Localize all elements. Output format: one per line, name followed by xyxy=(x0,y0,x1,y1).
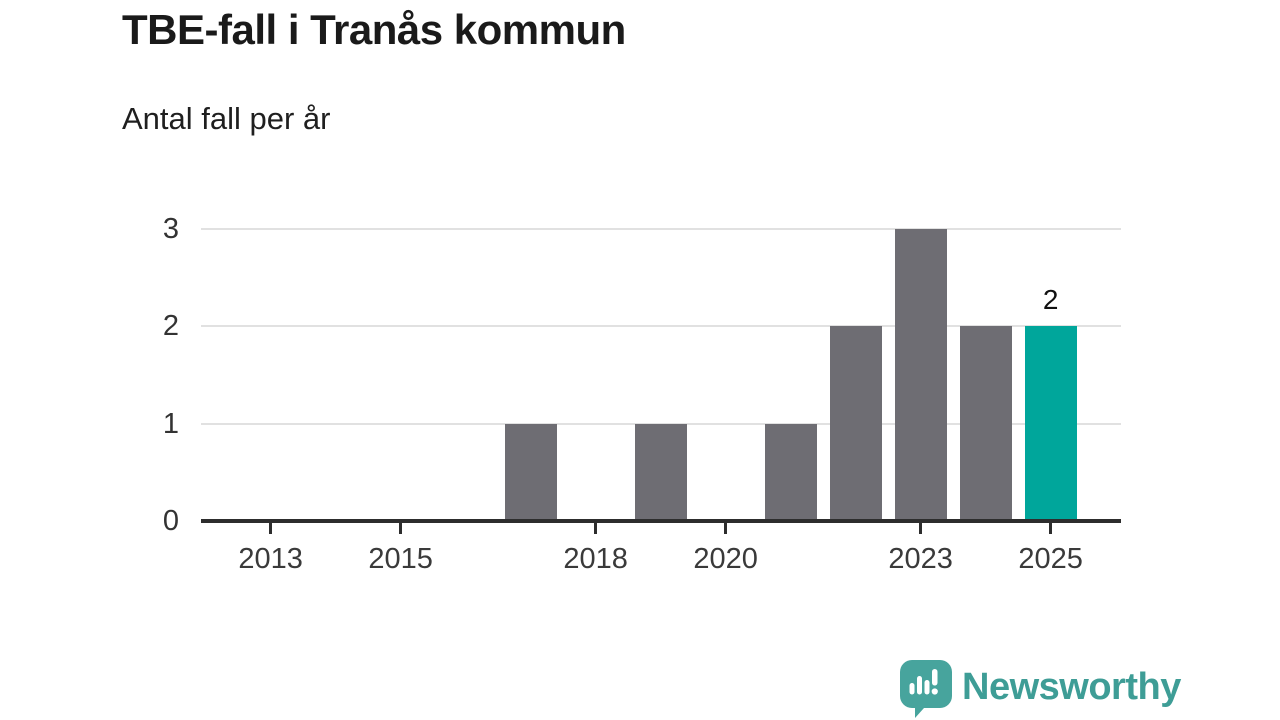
x-tick-2020 xyxy=(724,523,728,534)
bar-2023 xyxy=(894,229,947,521)
bar-2017 xyxy=(504,423,557,521)
x-axis-label-2023: 2023 xyxy=(888,543,953,575)
x-tick-2015 xyxy=(399,523,403,534)
x-axis-label-2020: 2020 xyxy=(693,543,758,575)
bar-2025-highlighted xyxy=(1024,326,1077,521)
gridline-y-2 xyxy=(201,325,1121,328)
y-axis-label-3: 3 xyxy=(162,213,179,245)
bar-2021 xyxy=(764,423,817,521)
x-tick-2025 xyxy=(1049,523,1053,534)
x-axis-label-2013: 2013 xyxy=(238,543,303,575)
x-axis-line xyxy=(201,519,1121,523)
newsworthy-logo: Newsworthy xyxy=(898,658,1181,720)
x-axis-label-2015: 2015 xyxy=(368,543,433,575)
newsworthy-wordmark: Newsworthy xyxy=(962,666,1181,708)
y-axis-label-1: 1 xyxy=(162,407,179,440)
bar-value-annotation: 2 xyxy=(1042,284,1059,316)
y-axis-label-0: 0 xyxy=(162,505,179,537)
x-axis-label-2025: 2025 xyxy=(1018,543,1083,575)
gridline-y-3 xyxy=(201,228,1121,230)
x-tick-2018 xyxy=(594,523,598,534)
x-axis-label-2018: 2018 xyxy=(563,543,628,575)
bar-2024 xyxy=(959,326,1012,521)
chart-subtitle: Antal fall per år xyxy=(122,101,331,136)
bar-2019 xyxy=(634,423,687,521)
badge-exclamation-bar xyxy=(932,669,938,686)
bar-2022 xyxy=(829,326,882,521)
badge-barchart-icon xyxy=(909,669,938,695)
newsworthy-badge-icon xyxy=(900,660,952,718)
chart-title: TBE-fall i Tranås kommun xyxy=(122,6,626,53)
x-tick-2013 xyxy=(269,523,273,534)
y-axis-label-2: 2 xyxy=(162,310,179,343)
x-tick-2023 xyxy=(919,523,923,534)
badge-exclamation-dot xyxy=(931,688,938,695)
